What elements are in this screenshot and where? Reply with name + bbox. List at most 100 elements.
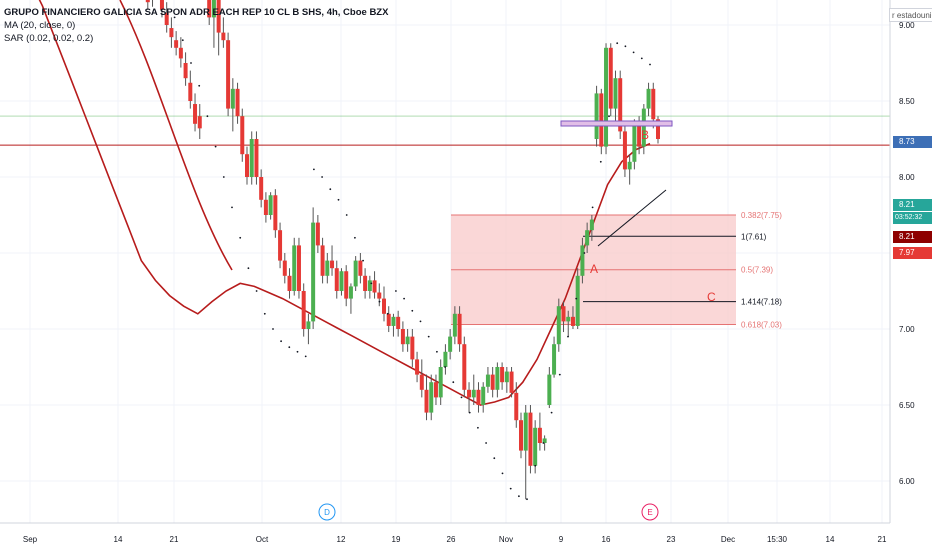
candle-body bbox=[159, 0, 164, 10]
sar-dot bbox=[222, 176, 225, 178]
candle-body bbox=[306, 321, 311, 329]
legend-title: GRUPO FINANCIERO GALICIA SA SPON ADR EAC… bbox=[4, 7, 389, 18]
candle-body bbox=[145, 0, 150, 3]
candle-body bbox=[315, 222, 320, 246]
candle-body bbox=[339, 271, 344, 291]
price-tag-red: 7.97 bbox=[893, 247, 932, 259]
candle-body bbox=[188, 82, 193, 101]
candle-body bbox=[443, 351, 448, 367]
candle-body bbox=[500, 367, 505, 383]
fibonacci-zone[interactable]: 0.382(7.75) 1(7.61) 0.5(7.39) 1.414(7.18) 0.… bbox=[451, 211, 782, 329]
x-tick-label: Oct bbox=[256, 535, 269, 544]
x-tick-label: 26 bbox=[447, 535, 456, 544]
candle-body bbox=[481, 386, 486, 405]
resistance-box bbox=[560, 120, 673, 127]
event-marker-d bbox=[318, 503, 336, 521]
sar-dot bbox=[173, 16, 176, 19]
candle-body bbox=[344, 271, 349, 299]
price-tag-blue: 8.73 bbox=[893, 136, 932, 148]
sar-dot bbox=[345, 214, 348, 216]
candle-body bbox=[415, 359, 420, 375]
candle-body bbox=[226, 40, 231, 109]
event-marker-e-label: E bbox=[647, 508, 652, 517]
candle-body bbox=[547, 374, 552, 405]
candle-body bbox=[433, 382, 438, 398]
candle-body bbox=[429, 382, 434, 413]
sar-dot bbox=[304, 355, 307, 358]
candle-body bbox=[278, 230, 283, 261]
sar-dot bbox=[280, 340, 282, 343]
legend-sar[interactable]: SAR (0.02, 0.02, 0.2) bbox=[4, 33, 94, 44]
candle-body bbox=[485, 374, 490, 387]
sar-dots bbox=[173, 16, 651, 501]
candle-body bbox=[656, 119, 660, 139]
candle-body bbox=[197, 116, 202, 129]
candle-body bbox=[382, 298, 386, 314]
candle-body bbox=[599, 93, 604, 147]
trendline bbox=[597, 189, 667, 247]
candle-body bbox=[259, 177, 264, 200]
candle-body bbox=[448, 336, 453, 352]
sar-dot bbox=[542, 442, 545, 444]
candle-body bbox=[330, 260, 335, 269]
sar-dot bbox=[272, 328, 274, 330]
candle-body bbox=[292, 245, 297, 291]
price-tag-darkred: 8.21 bbox=[893, 231, 932, 243]
x-tick-label: 14 bbox=[114, 535, 123, 544]
candle-body bbox=[462, 344, 467, 390]
x-tick-label: 12 bbox=[337, 535, 346, 544]
candle-body bbox=[504, 371, 509, 383]
candle-body bbox=[216, 0, 221, 33]
candle-body bbox=[646, 88, 651, 109]
sar-dot bbox=[485, 442, 487, 444]
candle-body bbox=[311, 222, 316, 322]
candle-body bbox=[580, 245, 585, 276]
sar-dot bbox=[583, 252, 586, 254]
sar-dot bbox=[436, 350, 438, 353]
x-tick-label: Dec bbox=[721, 535, 735, 544]
candle-body bbox=[249, 139, 254, 177]
sar-dot bbox=[550, 411, 553, 414]
sar-dot bbox=[608, 115, 610, 118]
sar-dot bbox=[362, 259, 364, 262]
candle-body bbox=[452, 313, 457, 337]
sar-dot bbox=[640, 57, 643, 60]
sar-dot bbox=[526, 498, 528, 501]
candle-body bbox=[509, 371, 514, 393]
legend-ma[interactable]: MA (20, close, 0) bbox=[4, 20, 76, 31]
candle-body bbox=[467, 389, 472, 398]
sar-dot bbox=[321, 176, 323, 178]
sar-dot bbox=[501, 472, 504, 475]
sar-dot bbox=[616, 42, 619, 45]
sar-dot bbox=[632, 51, 635, 54]
candle-body bbox=[178, 47, 183, 59]
sar-dot bbox=[403, 297, 405, 300]
x-tick-label: 9 bbox=[559, 535, 564, 544]
sar-dot bbox=[378, 300, 381, 303]
x-tick-label: 19 bbox=[392, 535, 401, 544]
sar-dot bbox=[591, 206, 594, 209]
sar-dot bbox=[214, 145, 217, 148]
candle-body bbox=[396, 316, 401, 329]
currency-selector[interactable]: r estadounid bbox=[889, 8, 932, 22]
price-tag-green: 8.21 bbox=[893, 199, 932, 211]
candle-body bbox=[301, 291, 306, 329]
candle-body bbox=[537, 427, 542, 443]
candle-body bbox=[519, 420, 523, 451]
candle-body bbox=[589, 219, 594, 231]
drawing-annotations[interactable]: A B C D E bbox=[318, 120, 716, 521]
y-tick-label: 6.50 bbox=[899, 401, 915, 410]
sar-dot bbox=[255, 290, 258, 292]
candle-body bbox=[367, 280, 372, 291]
candle-body bbox=[533, 427, 538, 466]
candle-body bbox=[410, 336, 415, 360]
sar-dot bbox=[329, 188, 332, 191]
candle-body bbox=[618, 78, 623, 132]
candle-body bbox=[405, 336, 410, 345]
annotation-c: C bbox=[707, 290, 716, 304]
candle-body bbox=[476, 389, 481, 405]
candle-body bbox=[193, 104, 198, 124]
sar-dot bbox=[575, 297, 578, 300]
candle-body bbox=[419, 374, 424, 390]
